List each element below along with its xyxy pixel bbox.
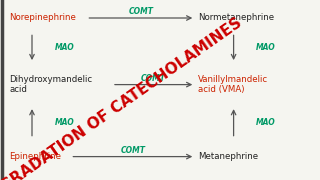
Text: Epinephrine: Epinephrine <box>10 152 61 161</box>
Text: COMT: COMT <box>141 74 166 83</box>
Text: MAO: MAO <box>256 118 276 127</box>
Text: COMT: COMT <box>120 146 145 155</box>
Text: Norepinephrine: Norepinephrine <box>10 14 76 22</box>
Text: Vanillylmandelic
acid (VMA): Vanillylmandelic acid (VMA) <box>198 75 268 94</box>
Text: MAO: MAO <box>256 43 276 52</box>
Text: MAO: MAO <box>54 118 74 127</box>
Text: Dihydroxymandelic
acid: Dihydroxymandelic acid <box>10 75 93 94</box>
Text: Metanephrine: Metanephrine <box>198 152 259 161</box>
Text: DEGRADATION OF CATECHOLAMINES: DEGRADATION OF CATECHOLAMINES <box>0 15 245 180</box>
Text: Normetanephrine: Normetanephrine <box>198 14 275 22</box>
Text: COMT: COMT <box>128 7 153 16</box>
Text: MAO: MAO <box>54 43 74 52</box>
